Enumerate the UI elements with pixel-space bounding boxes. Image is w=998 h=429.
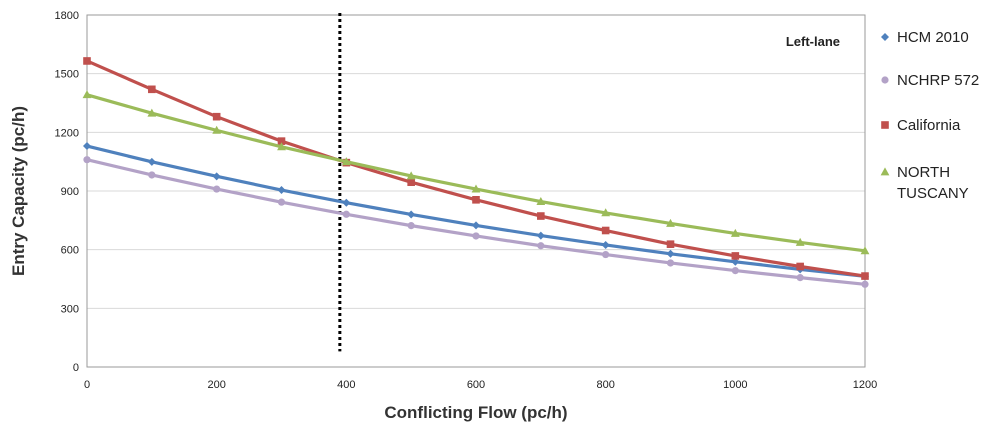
data-point xyxy=(407,210,416,219)
data-point xyxy=(795,237,805,246)
series-layer xyxy=(82,57,870,288)
data-point xyxy=(83,57,91,65)
data-point xyxy=(796,262,804,271)
data-point xyxy=(277,142,286,151)
data-point xyxy=(666,249,675,258)
x-tick-label: 0 xyxy=(84,379,90,391)
series-california xyxy=(83,57,869,280)
legend-marker xyxy=(881,121,889,129)
series-line xyxy=(86,59,866,278)
y-tick-label: 0 xyxy=(73,362,79,374)
legend-marker xyxy=(881,33,889,41)
x-tick-label: 800 xyxy=(596,379,614,391)
data-point xyxy=(342,198,351,207)
y-tick-label: 900 xyxy=(61,186,79,198)
data-point xyxy=(472,221,480,230)
x-tick-label: 200 xyxy=(207,379,225,391)
data-point xyxy=(861,280,869,288)
data-point xyxy=(536,196,546,205)
data-point xyxy=(472,232,480,240)
data-point xyxy=(212,125,222,134)
data-point xyxy=(277,137,286,145)
legend: HCM 2010 NCHRP 572 California NORTH TUSCANY xyxy=(880,29,979,202)
data-point xyxy=(601,226,610,235)
data-point xyxy=(730,228,740,237)
data-point xyxy=(406,171,416,180)
data-point xyxy=(83,156,91,164)
data-point xyxy=(341,157,351,166)
series-nchrp-572 xyxy=(83,156,869,288)
data-point xyxy=(602,250,610,259)
data-point xyxy=(536,231,545,240)
data-point xyxy=(277,198,286,206)
legend-marker xyxy=(880,167,890,176)
data-point xyxy=(861,272,869,280)
plot-area-border xyxy=(86,14,866,368)
data-point xyxy=(666,240,675,248)
data-point xyxy=(407,222,415,230)
data-point xyxy=(148,171,156,179)
x-tick-label: 600 xyxy=(467,379,485,391)
y-axis-title: Entry Capacity (pc/h) xyxy=(9,106,28,276)
y-tick-label: 1200 xyxy=(55,127,79,139)
legend-item: California xyxy=(881,117,961,134)
data-point xyxy=(537,212,545,220)
data-point xyxy=(148,85,156,94)
legend-label: NCHRP 572 xyxy=(897,72,979,89)
data-point xyxy=(731,257,740,266)
x-axis-title: Conflicting Flow (pc/h) xyxy=(384,403,567,422)
data-point xyxy=(147,157,156,166)
data-point xyxy=(731,252,740,260)
data-point xyxy=(537,242,545,250)
legend-item: HCM 2010 xyxy=(881,29,969,46)
data-point xyxy=(213,185,221,193)
data-point xyxy=(731,266,739,275)
data-point xyxy=(83,142,91,151)
data-point xyxy=(147,108,157,117)
data-point xyxy=(82,90,92,99)
legend-marker xyxy=(881,76,889,84)
y-tick-label: 300 xyxy=(61,303,79,315)
data-point xyxy=(212,172,221,181)
left-lane-annotation: Left-lane xyxy=(786,34,840,49)
data-point xyxy=(342,210,350,218)
series-hcm-2010 xyxy=(83,142,869,281)
data-point xyxy=(601,208,611,217)
legend-label: HCM 2010 xyxy=(897,29,969,46)
legend-item: NCHRP 572 xyxy=(881,72,979,89)
y-tick-label: 600 xyxy=(61,245,79,257)
data-point xyxy=(666,218,675,227)
legend-item: NORTH TUSCANY xyxy=(880,164,969,202)
data-point xyxy=(601,240,610,249)
legend-label: California xyxy=(897,117,961,134)
x-tick-label: 400 xyxy=(337,379,355,391)
data-point xyxy=(472,196,480,204)
x-tick-label: 1200 xyxy=(853,379,877,391)
data-point xyxy=(796,274,804,282)
data-point xyxy=(407,178,415,186)
data-point xyxy=(471,184,481,193)
y-tick-label: 1500 xyxy=(55,69,79,81)
x-tick-label: 1000 xyxy=(723,379,747,391)
data-point xyxy=(666,259,675,267)
data-point xyxy=(277,186,286,195)
legend-label: NORTH TUSCANY xyxy=(897,164,969,202)
data-point xyxy=(860,246,870,255)
data-point xyxy=(212,112,221,121)
tick-labels: 0 300 600 900 1200 1500 1800 0 200 400 600 800 1000 1… xyxy=(55,10,878,391)
y-tick-label: 1800 xyxy=(55,10,79,22)
series-north-tuscany xyxy=(82,90,870,255)
